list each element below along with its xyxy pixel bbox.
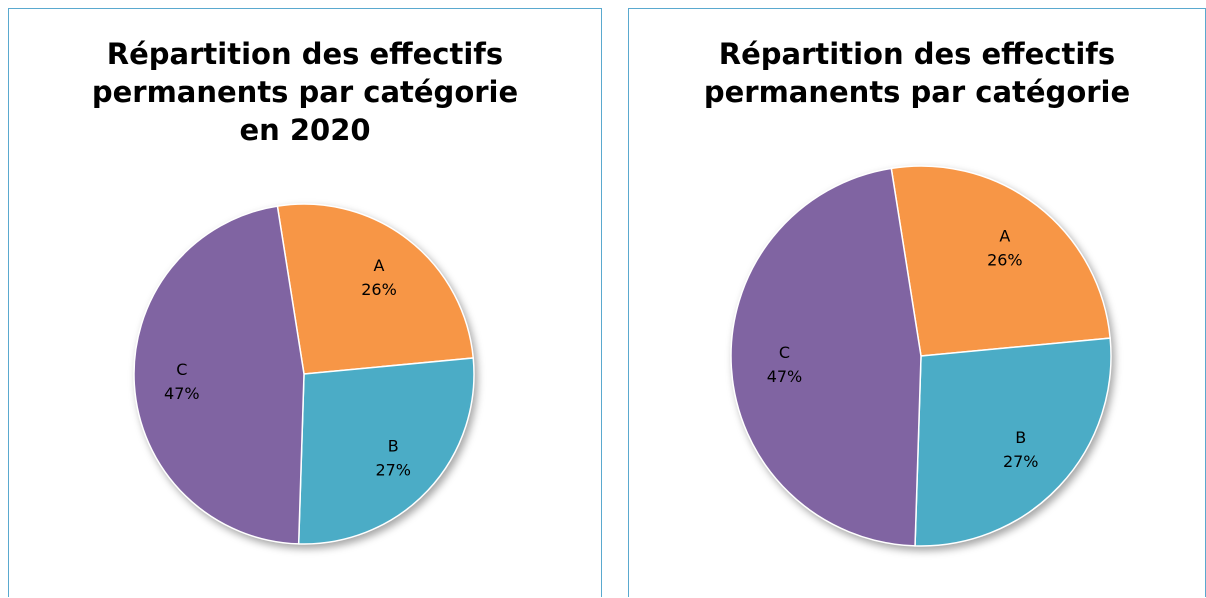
pie-slice — [730, 167, 922, 547]
pie-slice — [276, 203, 475, 375]
slice-category-label: C — [779, 343, 790, 362]
chart-title: Répartition des effectifs permanents par… — [703, 37, 1131, 109]
pie — [133, 203, 475, 545]
pie-slice — [297, 357, 475, 545]
slice-value-label: 47% — [767, 367, 803, 386]
slice-category-label: B — [1015, 428, 1026, 447]
pie-slice — [914, 337, 1112, 547]
pie-chart: A 26% B 27% C 47% — [133, 203, 475, 545]
slice-value-label: 27% — [375, 460, 411, 479]
slice-category-label: A — [999, 226, 1010, 245]
slice-value-label: 26% — [987, 250, 1023, 269]
pie-chart: A 26% B 27% C 47% — [730, 165, 1112, 547]
slice-value-label: 47% — [164, 384, 200, 403]
slice-category-label: C — [176, 360, 187, 379]
chart-panel: Répartition des effectifs permanents par… — [628, 8, 1206, 597]
pie-slice — [133, 205, 305, 545]
pie-slice — [890, 165, 1111, 357]
slice-value-label: 27% — [1003, 452, 1039, 471]
slice-category-label: A — [374, 256, 385, 275]
slice-category-label: B — [388, 436, 399, 455]
chart-title: Répartition des effectifs permanents par… — [91, 37, 519, 147]
pie — [730, 165, 1112, 547]
slice-value-label: 26% — [361, 280, 397, 299]
chart-panel: Répartition des effectifs permanents par… — [8, 8, 602, 597]
